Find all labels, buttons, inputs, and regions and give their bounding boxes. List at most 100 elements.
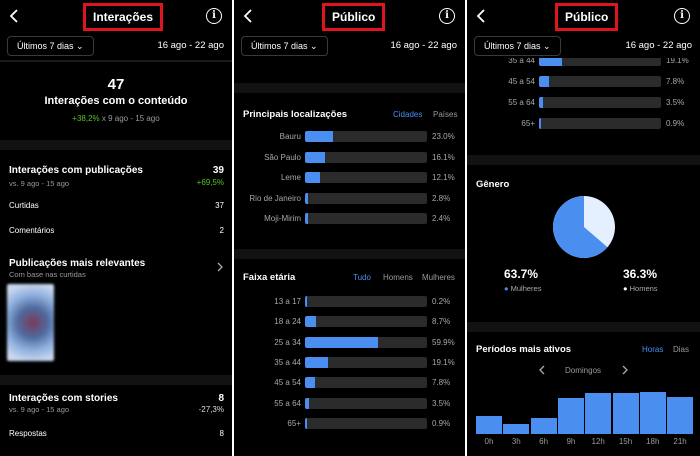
likes-label: Curtidas [9, 201, 39, 210]
summary-change-pct: +38,2% [72, 114, 100, 123]
bar-fill [305, 213, 308, 224]
hour-label: 15h [618, 437, 633, 446]
bar-row: São Paulo 16.1% [235, 151, 465, 164]
section-divider [0, 375, 232, 385]
bar-fill [305, 296, 307, 307]
bar-track [305, 213, 427, 224]
date-range-dropdown[interactable]: Últimos 7 dias ⌄ [474, 36, 561, 56]
bar-label: 65+ [521, 119, 535, 128]
info-icon[interactable]: i [674, 8, 690, 24]
bar-track [305, 296, 427, 307]
bar-row: 45 a 54 7.8% [235, 376, 465, 389]
bar-value: 0.9% [666, 119, 685, 128]
date-range-dropdown-label: Últimos 7 dias [251, 41, 308, 51]
header: Público i Últimos 7 dias ⌄ 16 ago - 22 a… [467, 0, 700, 58]
hour-bar [585, 392, 612, 434]
tab-days[interactable]: Dias [673, 345, 690, 354]
chevron-down-icon: ⌄ [310, 41, 318, 51]
hour-label: 12h [591, 437, 605, 446]
bar-track [539, 97, 661, 108]
bar-value: 7.8% [432, 378, 451, 388]
bar-label: Moji-Mirim [264, 214, 301, 223]
bar-row: 35 a 44 19.1% [235, 356, 465, 369]
date-range-dropdown[interactable]: Últimos 7 dias ⌄ [7, 36, 94, 56]
bar-track [305, 397, 427, 409]
bar-fill [539, 118, 541, 129]
tab-hours[interactable]: Horas [642, 345, 664, 354]
bar-track [305, 377, 427, 389]
chevron-right-icon[interactable] [216, 262, 224, 272]
summary-change: +38,2% x 9 ago - 15 ago [0, 114, 232, 123]
bar-row: 18 a 24 8.7% [235, 315, 465, 328]
bar-track [305, 356, 427, 368]
bar-label: 35 a 44 [508, 56, 535, 65]
summary-value: 47 [107, 76, 125, 93]
hour-bar [557, 398, 584, 434]
hour-label: 18h [646, 437, 660, 446]
hour-label: 0h [484, 437, 494, 446]
back-arrow-icon[interactable] [475, 8, 487, 24]
bar-label: Leme [280, 173, 301, 182]
bar-label: Bauru [279, 132, 301, 141]
bar-track [305, 336, 427, 348]
back-arrow-icon[interactable] [242, 8, 254, 24]
bar-fill [305, 316, 316, 328]
stories-change: -27,3% [198, 405, 224, 414]
bar-row: 65+ 0.9% [235, 417, 465, 430]
bar-row: 25 a 34 59.9% [235, 336, 465, 349]
bar-row: Rio de Janeiro 2.8% [235, 192, 465, 205]
section-divider [0, 140, 232, 150]
info-icon[interactable]: i [206, 8, 222, 24]
date-range-dropdown[interactable]: Últimos 7 dias ⌄ [241, 36, 328, 56]
bar-label: 55 a 64 [508, 98, 535, 107]
date-range-text: 16 ago - 22 ago [390, 40, 457, 51]
top-posts-title[interactable]: Publicações mais relevantes [9, 258, 146, 269]
men-label: Homens [629, 284, 658, 293]
bar-track [305, 151, 427, 163]
stories-value: 8 [218, 393, 224, 404]
bar-label: 45 a 54 [274, 378, 301, 388]
comments-value: 2 [219, 226, 224, 235]
bar-label: 55 a 64 [274, 398, 301, 408]
bar-value: 19.1% [666, 56, 689, 65]
stories-subtitle: vs. 9 ago - 15 ago [9, 405, 70, 414]
tab-cities[interactable]: Cidades [393, 110, 423, 119]
bar-label: 35 a 44 [274, 357, 301, 367]
bar-fill [305, 356, 329, 368]
tab-women[interactable]: Mulheres [422, 273, 455, 282]
section-divider [467, 155, 700, 165]
tab-all[interactable]: Tudo [353, 273, 371, 282]
bar-value: 8.7% [432, 317, 451, 327]
panel-divider [465, 0, 467, 456]
bar-label: 45 a 54 [508, 77, 535, 86]
bar-fill [305, 397, 310, 409]
bar-fill [305, 192, 309, 204]
bar-value: 59.9% [432, 337, 455, 347]
bar-row: 35 a 44 19.1% [469, 54, 699, 67]
replies-value: 8 [219, 429, 224, 438]
bar-row: 65+ 0.9% [469, 117, 699, 130]
panel-interactions: Interações i Últimos 7 dias ⌄ 16 ago - 2… [0, 0, 232, 456]
gender-title: Gênero [476, 179, 510, 190]
women-label: Mulheres [510, 284, 542, 293]
locations-title: Principais localizações [243, 109, 348, 120]
chevron-left-icon[interactable] [538, 365, 546, 375]
bar-row: Leme 12.1% [235, 171, 465, 184]
tab-men[interactable]: Homens [383, 273, 413, 282]
hour-label: 21h [673, 437, 687, 446]
info-icon[interactable]: i [439, 8, 455, 24]
women-dot: ● [504, 284, 509, 293]
date-range-dropdown-label: Últimos 7 dias [17, 41, 74, 51]
bar-value: 3.5% [666, 98, 685, 107]
back-arrow-icon[interactable] [8, 8, 20, 24]
posts-value: 39 [212, 165, 224, 176]
tab-countries[interactable]: Países [433, 110, 458, 119]
hour-label: 6h [539, 437, 549, 446]
posts-title: Interações com publicações [9, 165, 143, 176]
chevron-right-icon[interactable] [621, 365, 629, 375]
bar-track [539, 55, 661, 66]
bar-value: 19.1% [432, 357, 455, 367]
women-pct: 63.7% [504, 267, 539, 281]
header: Público i [234, 0, 465, 34]
post-thumbnail[interactable] [7, 284, 54, 361]
